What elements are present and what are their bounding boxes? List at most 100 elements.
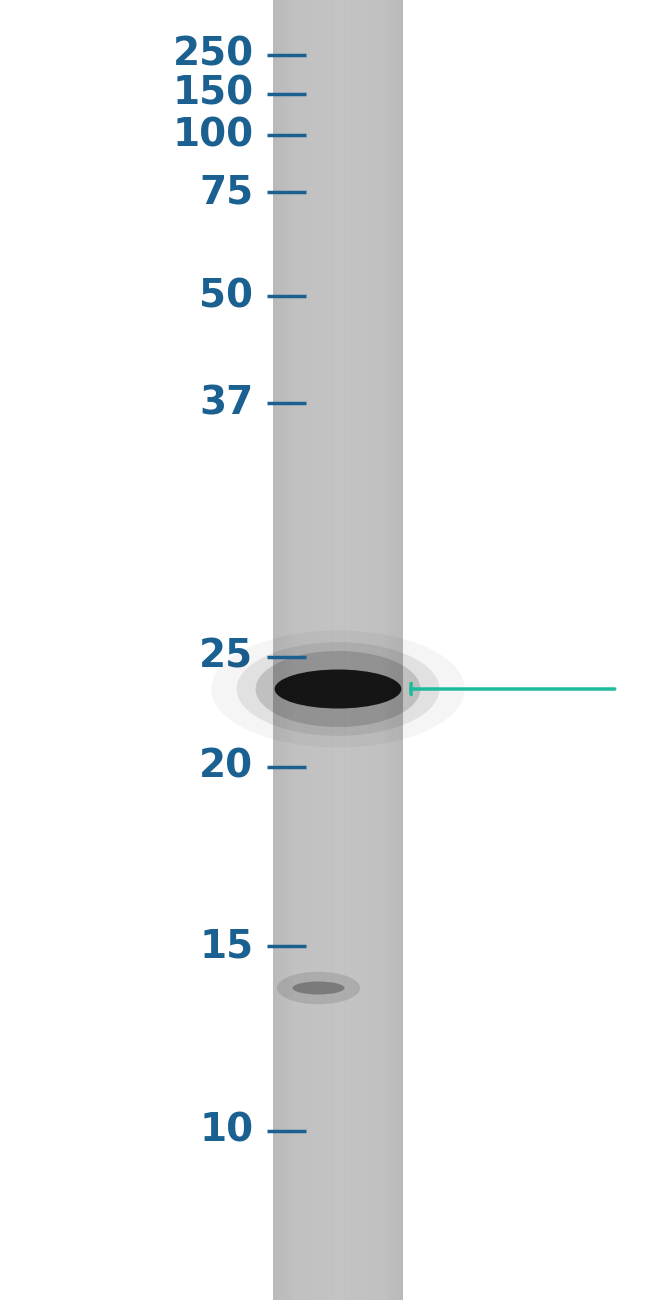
Bar: [372, 0, 375, 1300]
Bar: [387, 0, 389, 1300]
Text: 10: 10: [200, 1112, 254, 1150]
Bar: [377, 0, 379, 1300]
Text: 20: 20: [200, 747, 254, 786]
Bar: [330, 0, 332, 1300]
Bar: [323, 0, 325, 1300]
Bar: [393, 0, 394, 1300]
Bar: [351, 0, 353, 1300]
Bar: [275, 0, 278, 1300]
Bar: [344, 0, 346, 1300]
Bar: [291, 0, 292, 1300]
Bar: [325, 0, 327, 1300]
Text: 50: 50: [200, 277, 254, 316]
Bar: [400, 0, 402, 1300]
Bar: [285, 0, 286, 1300]
Ellipse shape: [292, 982, 344, 994]
Bar: [336, 0, 338, 1300]
Bar: [346, 0, 349, 1300]
Bar: [318, 0, 320, 1300]
Bar: [289, 0, 290, 1300]
Text: 150: 150: [172, 74, 254, 113]
Text: 100: 100: [172, 116, 254, 155]
Bar: [274, 0, 276, 1300]
Bar: [399, 0, 400, 1300]
Bar: [286, 0, 287, 1300]
Bar: [297, 0, 299, 1300]
Bar: [359, 0, 362, 1300]
Bar: [282, 0, 283, 1300]
Bar: [291, 0, 292, 1300]
Bar: [332, 0, 333, 1300]
Bar: [280, 0, 281, 1300]
Bar: [390, 0, 391, 1300]
Bar: [333, 0, 336, 1300]
Bar: [385, 0, 386, 1300]
Bar: [389, 0, 390, 1300]
Bar: [320, 0, 323, 1300]
Bar: [384, 0, 385, 1300]
Bar: [370, 0, 372, 1300]
Bar: [396, 0, 398, 1300]
Bar: [366, 0, 369, 1300]
Ellipse shape: [274, 670, 402, 708]
Bar: [280, 0, 281, 1300]
Bar: [396, 0, 398, 1300]
Bar: [362, 0, 364, 1300]
Bar: [327, 0, 330, 1300]
Bar: [310, 0, 312, 1300]
Bar: [395, 0, 396, 1300]
Bar: [288, 0, 291, 1300]
Bar: [277, 0, 278, 1300]
Bar: [358, 0, 359, 1300]
Text: 37: 37: [200, 384, 254, 423]
Bar: [369, 0, 370, 1300]
Bar: [395, 0, 396, 1300]
Bar: [281, 0, 284, 1300]
Bar: [276, 0, 277, 1300]
Bar: [273, 0, 275, 1300]
Bar: [301, 0, 304, 1300]
Bar: [299, 0, 301, 1300]
Bar: [384, 0, 385, 1300]
Bar: [388, 0, 390, 1300]
Bar: [340, 0, 343, 1300]
Bar: [398, 0, 399, 1300]
Bar: [364, 0, 366, 1300]
Bar: [356, 0, 358, 1300]
Bar: [353, 0, 356, 1300]
Bar: [385, 0, 388, 1300]
Bar: [287, 0, 289, 1300]
Bar: [391, 0, 393, 1300]
Bar: [286, 0, 288, 1300]
Bar: [386, 0, 387, 1300]
Bar: [382, 0, 383, 1300]
Ellipse shape: [255, 651, 421, 727]
Bar: [392, 0, 395, 1300]
Text: 250: 250: [172, 35, 254, 74]
Bar: [306, 0, 307, 1300]
Bar: [398, 0, 401, 1300]
Bar: [307, 0, 310, 1300]
Bar: [343, 0, 344, 1300]
Bar: [338, 0, 340, 1300]
Bar: [349, 0, 351, 1300]
Bar: [402, 0, 403, 1300]
Bar: [284, 0, 286, 1300]
Bar: [390, 0, 392, 1300]
Bar: [294, 0, 297, 1300]
Bar: [314, 0, 317, 1300]
Bar: [273, 0, 274, 1300]
Ellipse shape: [277, 972, 360, 1004]
Bar: [278, 0, 280, 1300]
Bar: [312, 0, 314, 1300]
Ellipse shape: [237, 642, 439, 736]
Text: 25: 25: [200, 637, 254, 676]
Text: 15: 15: [200, 927, 254, 966]
Bar: [273, 0, 403, 1300]
Bar: [317, 0, 318, 1300]
Text: 75: 75: [200, 173, 254, 212]
Bar: [304, 0, 306, 1300]
Bar: [283, 0, 285, 1300]
Bar: [401, 0, 403, 1300]
Bar: [379, 0, 382, 1300]
